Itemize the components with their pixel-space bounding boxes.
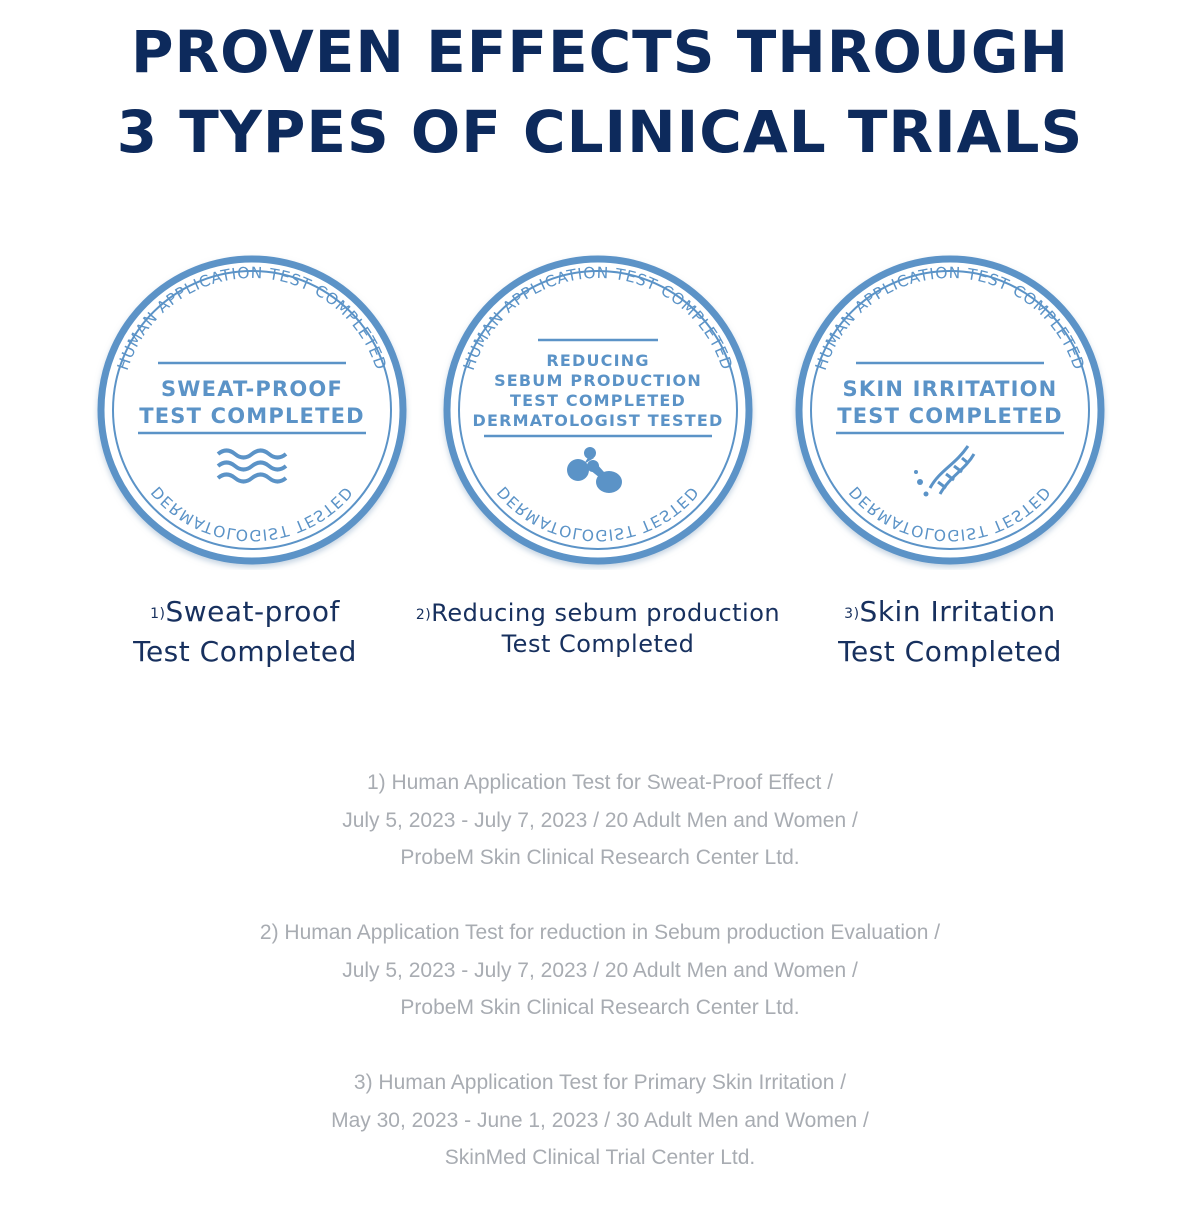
badge-inner-ring [810,270,1090,550]
caption-line: Skin Irritation [859,595,1056,628]
dna-icon [914,445,976,497]
test-badge: HUMAN APPLICATION TEST COMPLETED DERMATO… [443,255,753,565]
badge-inner-ring [458,270,738,550]
caption-line: Test Completed [133,635,357,668]
test-badge: HUMAN APPLICATION TEST COMPLETED DERMATO… [795,255,1105,565]
badge-inner-ring [112,270,392,550]
badge-outer-ring [443,255,753,565]
molecule-icon [567,447,622,493]
footnote: 2) Human Application Test for reduction … [0,914,1200,1027]
test-badge: HUMAN APPLICATION TEST COMPLETED DERMATO… [97,255,407,565]
footnote-line: 2) Human Application Test for reduction … [259,921,941,944]
caption-line: Reducing sebum production [431,599,781,627]
badge-center-text: SKIN IRRITATION [843,377,1058,401]
badge-center-text: SWEAT-PROOF [161,377,343,401]
badge-outer-ring [97,255,407,565]
caption-line: Test Completed [838,635,1062,668]
footnote-line: ProbeM Skin Clinical Research Center Ltd… [400,996,800,1019]
waves-icon [216,448,288,484]
footnote-marker: 2) [415,607,432,623]
footnote-marker: 3) [844,606,860,622]
footnotes: 1) Human Application Test for Sweat-Proo… [0,764,1200,1214]
badge-caption: 3)Skin Irritation Test Completed [750,592,1150,672]
badge-center-text: SEBUM PRODUCTION [494,371,702,390]
footnote-line: ProbeM Skin Clinical Research Center Ltd… [400,846,800,869]
footnote-marker: 1) [150,606,166,622]
title-line: 3 TYPES OF CLINICAL TRIALS [116,98,1084,166]
page-title: PROVEN EFFECTS THROUGH 3 TYPES OF CLINIC… [0,12,1200,172]
footnote-line: 3) Human Application Test for Primary Sk… [353,1071,847,1094]
badge-caption: 2)Reducing sebum production Test Complet… [398,598,798,660]
footnote-line: July 5, 2023 - July 7, 2023 / 20 Adult M… [342,958,858,982]
footnote-line: July 5, 2023 - July 7, 2023 / 20 Adult M… [342,808,858,832]
badge-center-text: DERMATOLOGIST TESTED [473,411,724,430]
badge-center-text: TEST COMPLETED [139,404,365,428]
footnote-line: 1) Human Application Test for Sweat-Proo… [366,771,834,794]
footnote-line: SkinMed Clinical Trial Center Ltd. [444,1146,756,1169]
footnote: 3) Human Application Test for Primary Sk… [0,1064,1200,1177]
badge-center-text: TEST COMPLETED [510,391,686,410]
badge-center-text: REDUCING [546,351,649,370]
badge-center-text: TEST COMPLETED [837,404,1063,428]
title-line: PROVEN EFFECTS THROUGH [130,18,1070,86]
footnote-line: May 30, 2023 - June 1, 2023 / 30 Adult M… [331,1108,869,1132]
footnote: 1) Human Application Test for Sweat-Proo… [0,764,1200,877]
badge-caption: 1)Sweat-proof Test Completed [45,592,445,672]
caption-line: Sweat-proof [165,595,340,628]
caption-line: Test Completed [501,630,695,658]
badge-outer-ring [795,255,1105,565]
